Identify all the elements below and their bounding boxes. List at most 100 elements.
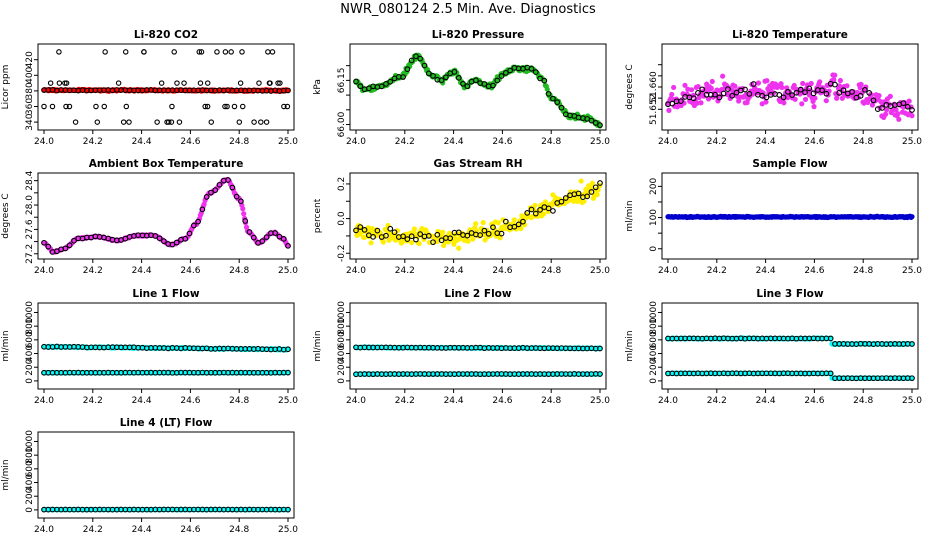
data-point	[240, 206, 246, 212]
data-point	[168, 119, 175, 125]
data-point	[250, 234, 257, 241]
data-point	[353, 78, 359, 85]
data-point	[733, 89, 740, 96]
data-point	[776, 92, 783, 98]
panel-title: Line 1 Flow	[132, 288, 199, 300]
x-tick-label: 25.0	[590, 137, 610, 147]
data-point	[682, 82, 688, 88]
data-point	[115, 80, 122, 86]
data-point	[887, 93, 893, 99]
series-RH	[353, 178, 603, 251]
x-tick-label: 25.0	[902, 266, 922, 276]
data-point	[387, 78, 394, 85]
data-point	[267, 80, 273, 86]
x-tick-label: 24.2	[707, 266, 727, 276]
data-point	[836, 90, 843, 96]
data-point	[198, 49, 205, 55]
data-point	[806, 85, 813, 92]
data-point	[156, 235, 163, 242]
data-point	[900, 100, 907, 106]
data-point	[473, 221, 479, 227]
data-point	[840, 87, 847, 94]
data-point	[810, 90, 817, 97]
x-tick-label: 24.4	[132, 266, 152, 276]
x-tick-label: 24.4	[444, 137, 464, 147]
data-point	[498, 73, 505, 79]
data-point	[866, 90, 873, 96]
data-point	[550, 95, 556, 102]
data-point	[507, 67, 513, 74]
data-point	[594, 192, 600, 198]
data-point	[430, 72, 436, 79]
series-CO2-reference	[41, 49, 291, 125]
page-title: NWR_080124 2.5 Min. Ave. Diagnostics	[340, 2, 596, 17]
data-point	[203, 194, 210, 200]
data-point	[909, 214, 915, 220]
panel-title: Line 3 Flow	[756, 288, 823, 300]
data-point	[677, 98, 684, 105]
data-point	[712, 91, 718, 98]
y-tick-label: 0.2	[337, 177, 347, 191]
x-tick-label: 24.8	[853, 266, 873, 276]
data-point	[455, 75, 462, 81]
x-tick-label: 25.0	[278, 266, 298, 276]
data-point	[456, 245, 462, 251]
y-axis-label: ml/min	[313, 330, 323, 361]
y-tick-label: 380	[25, 82, 35, 99]
y-tick-label: 1000	[337, 301, 347, 324]
data-point	[272, 230, 279, 236]
x-tick-label: 24.8	[229, 525, 249, 535]
y-axis-label: kPa	[313, 79, 323, 95]
series-pressure	[353, 52, 603, 129]
series-line-2-flow	[353, 344, 603, 352]
series-box-temperature	[41, 176, 291, 255]
data-point	[750, 81, 757, 87]
y-tick-label: 1000	[649, 301, 659, 324]
data-point	[408, 57, 415, 64]
plot-frame	[37, 43, 295, 131]
data-point	[45, 243, 52, 250]
data-point	[251, 119, 257, 125]
data-point	[895, 111, 901, 117]
data-point	[780, 94, 787, 101]
data-point	[285, 87, 291, 94]
data-point	[811, 104, 817, 110]
x-tick-label: 24.0	[34, 137, 54, 147]
data-point	[695, 90, 701, 96]
data-point	[222, 49, 229, 55]
x-tick-label: 24.6	[180, 525, 200, 535]
data-point	[408, 239, 415, 246]
series-CO2-raw	[41, 86, 291, 94]
x-tick-label: 24.4	[756, 396, 776, 406]
x-tick-label: 25.0	[902, 137, 922, 147]
data-point	[94, 119, 101, 125]
plot-frame	[349, 172, 607, 260]
series-line-1-flow	[41, 343, 291, 353]
x-tick-label: 24.8	[541, 396, 561, 406]
data-point	[285, 242, 291, 249]
data-point	[120, 119, 127, 125]
data-point	[276, 233, 283, 240]
panel-temperature: Li-820 Temperature 24.0 24.2 24.4 24.6 24.8 25…	[625, 29, 922, 147]
y-tick-label: 420	[25, 51, 35, 68]
data-point	[368, 240, 374, 246]
data-point	[281, 103, 287, 110]
data-point	[909, 107, 915, 113]
y-axis-label: Licor ppm	[1, 65, 11, 110]
x-tick-label: 24.0	[658, 266, 678, 276]
series-line-2-secondary	[353, 371, 603, 378]
data-point	[280, 236, 287, 242]
data-point	[781, 100, 787, 106]
y-tick-label: 200	[649, 178, 659, 195]
data-point	[186, 230, 193, 237]
data-point	[141, 49, 147, 55]
data-point	[380, 239, 386, 245]
data-point	[258, 119, 264, 125]
data-point	[578, 178, 584, 184]
data-point	[238, 198, 244, 205]
x-tick-label: 24.0	[346, 137, 366, 147]
data-point	[896, 116, 902, 122]
data-point	[746, 90, 753, 97]
